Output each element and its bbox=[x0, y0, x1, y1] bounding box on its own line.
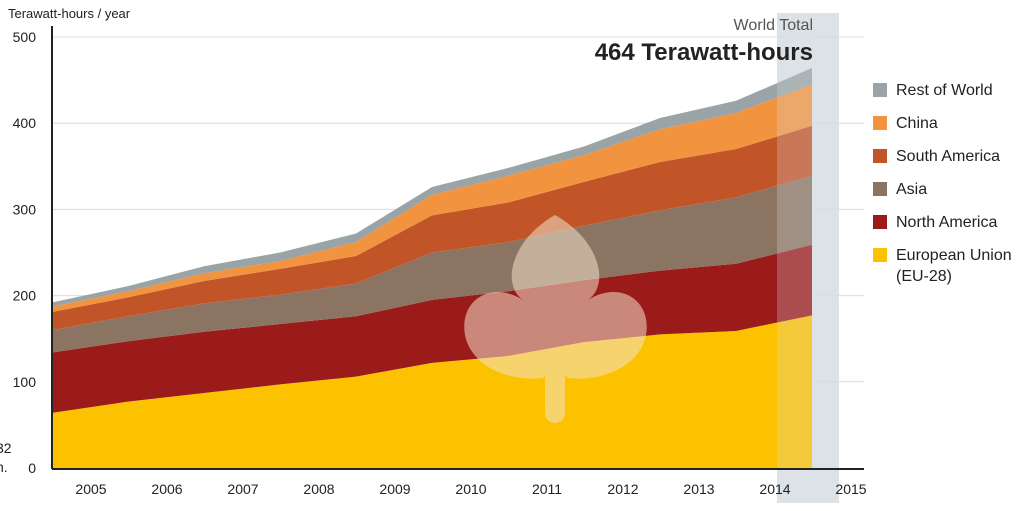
y-tick-label: 200 bbox=[13, 288, 37, 304]
y-axis-label: Terawatt-hours / year bbox=[8, 6, 131, 21]
x-tick-label: 2011 bbox=[532, 481, 562, 497]
legend-label: Asia bbox=[896, 181, 927, 198]
x-tick-label: 2012 bbox=[607, 481, 638, 497]
stacked-areas bbox=[52, 68, 812, 468]
x-tick-label: 2008 bbox=[303, 481, 334, 497]
y-tick-label: 0 bbox=[28, 460, 36, 476]
x-tick-label: 2009 bbox=[379, 481, 410, 497]
legend-swatch bbox=[873, 83, 887, 97]
world-total-label: World Total bbox=[734, 17, 813, 34]
area-south-america bbox=[52, 125, 812, 331]
area-asia bbox=[52, 175, 812, 353]
area-china bbox=[52, 84, 812, 312]
legend-label: (EU-28) bbox=[896, 268, 952, 285]
world-total-value: 464 Terawatt-hours bbox=[595, 39, 813, 66]
y-tick-labels: 0 100 200 300 400 500 bbox=[13, 29, 37, 476]
legend-swatch bbox=[873, 116, 887, 130]
x-tick-label: 2015 bbox=[835, 481, 866, 497]
x-tick-label: 2013 bbox=[683, 481, 714, 497]
legend-label: European Union bbox=[896, 247, 1012, 264]
area-rest-of-world bbox=[52, 68, 812, 307]
leaf-watermark-icon bbox=[464, 215, 647, 423]
legend-label: North America bbox=[896, 214, 997, 231]
legend-swatch bbox=[873, 149, 887, 163]
highlight-overlay-2015 bbox=[777, 13, 813, 468]
legend: Rest of World China South America Asia North… bbox=[873, 82, 1012, 285]
cut-text-2: n. bbox=[0, 459, 8, 475]
legend-label: Rest of World bbox=[896, 82, 993, 99]
x-tick-labels: 2005 2006 2007 2008 2009 2010 2011 2012 2013 2014… bbox=[75, 481, 866, 497]
legend-swatch bbox=[873, 215, 887, 229]
y-tick-label: 400 bbox=[13, 115, 37, 131]
legend-swatch bbox=[873, 248, 887, 262]
y-tick-label: 300 bbox=[13, 201, 37, 217]
legend-swatch bbox=[873, 182, 887, 196]
y-tick-label: 100 bbox=[13, 374, 37, 390]
legend-label: China bbox=[896, 115, 938, 132]
x-tick-label: 2005 bbox=[75, 481, 106, 497]
x-tick-label: 2010 bbox=[455, 481, 486, 497]
y-tick-label: 500 bbox=[13, 29, 37, 45]
x-tick-label: 2007 bbox=[227, 481, 258, 497]
x-tick-label: 2006 bbox=[151, 481, 182, 497]
cut-text-1: 32 bbox=[0, 440, 12, 456]
legend-label: South America bbox=[896, 148, 1000, 165]
area-north-america bbox=[52, 244, 812, 413]
x-tick-label: 2014 bbox=[759, 481, 790, 497]
